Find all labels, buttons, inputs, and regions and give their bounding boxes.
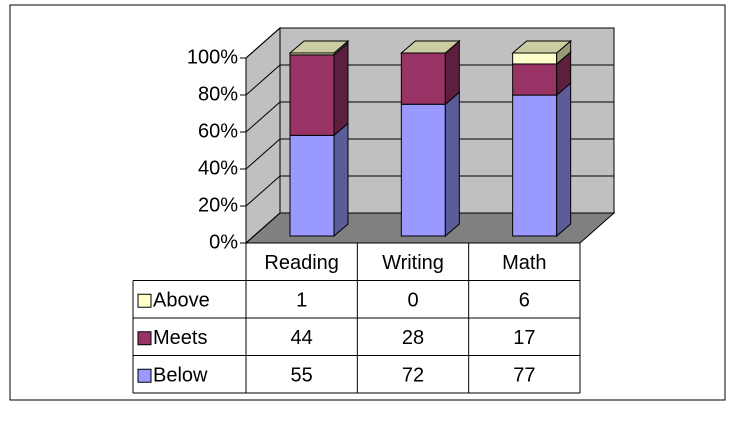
grid-line bbox=[245, 64, 614, 96]
bar-front bbox=[512, 63, 558, 96]
grid-line bbox=[245, 138, 614, 170]
grid-line bbox=[245, 175, 614, 207]
table-header: Math bbox=[502, 252, 546, 274]
table-value: 17 bbox=[513, 327, 535, 349]
legend-label: Below bbox=[153, 365, 208, 387]
y-tick-label: 80% bbox=[198, 83, 238, 105]
y-tick-label: 20% bbox=[198, 194, 238, 216]
bar-top bbox=[399, 40, 461, 54]
y-tick-label: 100% bbox=[187, 46, 238, 68]
legend-key bbox=[137, 293, 152, 308]
bar-front bbox=[400, 103, 446, 237]
table-value: 72 bbox=[402, 365, 424, 387]
bar-top bbox=[288, 40, 350, 54]
bar-front bbox=[289, 134, 335, 237]
grid-line bbox=[245, 27, 614, 59]
legend-key bbox=[137, 331, 152, 346]
y-tick-label: 40% bbox=[198, 157, 238, 179]
grid-line bbox=[245, 101, 614, 133]
chart-frame bbox=[9, 4, 726, 401]
table-value: 28 bbox=[402, 327, 424, 349]
side-wall bbox=[245, 26, 281, 245]
table-value: 44 bbox=[291, 327, 313, 349]
table-header: Reading bbox=[264, 252, 339, 274]
table-value: 55 bbox=[291, 365, 313, 387]
bar-side bbox=[333, 41, 349, 137]
bar-top bbox=[511, 40, 573, 54]
bar-front bbox=[512, 94, 558, 237]
table-value: 0 bbox=[407, 290, 418, 312]
legend-key bbox=[137, 368, 152, 383]
bar-front bbox=[512, 52, 558, 65]
legend-label: Meets bbox=[153, 327, 207, 349]
legend-label: Above bbox=[153, 290, 210, 312]
table-header: Writing bbox=[382, 252, 444, 274]
bar-side bbox=[444, 91, 460, 238]
grid-line bbox=[245, 212, 614, 244]
y-tick-label: 0% bbox=[209, 231, 238, 253]
y-tick-label: 60% bbox=[198, 120, 238, 142]
bar-front bbox=[400, 52, 446, 105]
bar-side bbox=[556, 82, 572, 238]
bar-front bbox=[289, 54, 335, 136]
bar-side bbox=[333, 122, 349, 238]
table-grid bbox=[132, 243, 581, 394]
table-value: 77 bbox=[513, 365, 535, 387]
table-value: 1 bbox=[296, 290, 307, 312]
table-value: 6 bbox=[519, 290, 530, 312]
